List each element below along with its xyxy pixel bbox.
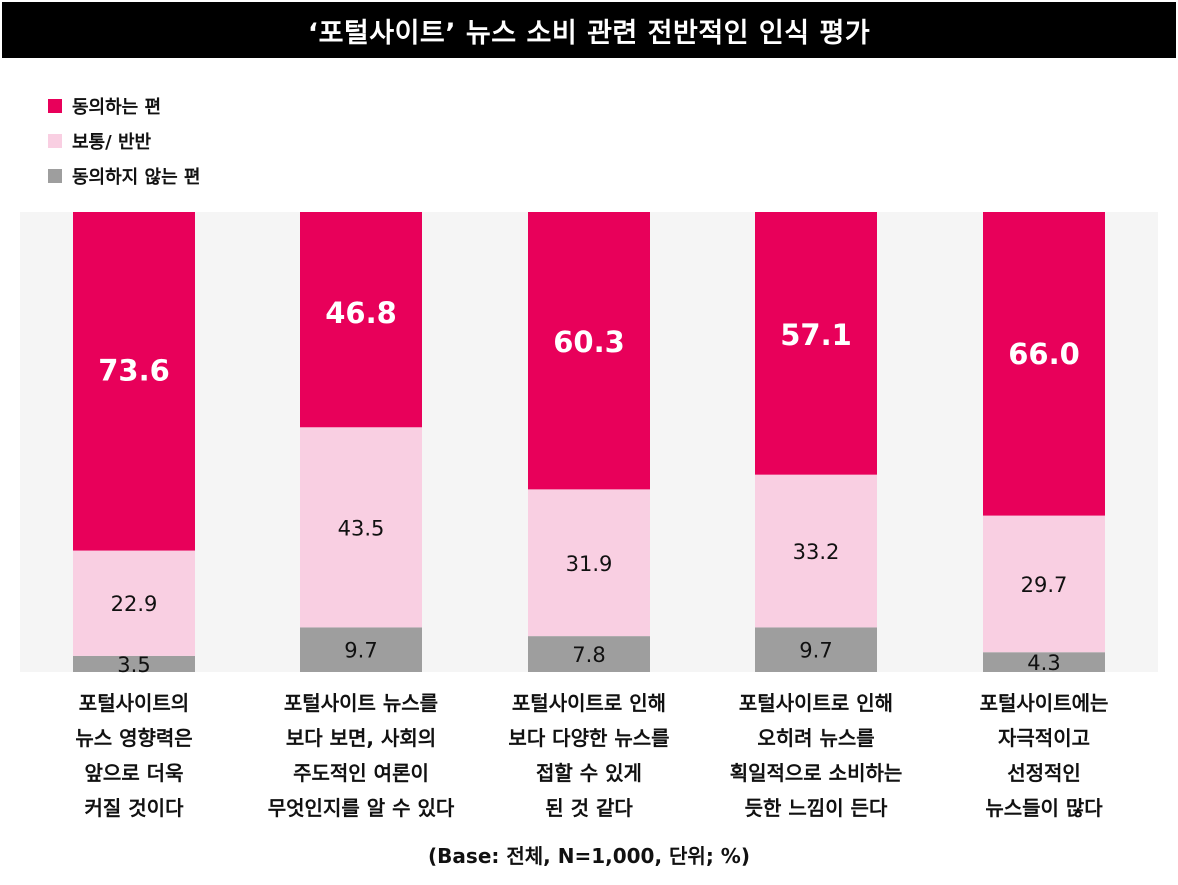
bar-disagree-1 — [73, 655, 195, 672]
bar-neutral-3 — [528, 489, 650, 637]
bar-neutral-4 — [755, 474, 877, 628]
category-label-5: 포털사이트에는 자극적이고 선정적인 뉴스들이 많다 — [979, 691, 1109, 820]
bar-disagree-2 — [300, 627, 422, 672]
legend-item-disagree: 동의하지 않는 편 — [48, 158, 200, 193]
category-label-4: 포털사이트로 인해 오히려 뉴스를 획일적으로 소비하는 듯한 느낌이 든다 — [729, 691, 903, 820]
chart-title: ‘포털사이트’ 뉴스 소비 관련 전반적인 인식 평가 — [2, 2, 1176, 58]
data-label-neutral-4: 33.2 — [793, 540, 840, 564]
legend-label-disagree: 동의하지 않는 편 — [72, 166, 201, 188]
bar-agree-1 — [73, 212, 195, 551]
data-label-neutral-5: 29.7 — [1021, 573, 1068, 597]
bar-agree-3 — [528, 212, 650, 490]
legend-item-neutral: 보통/ 반반 — [48, 123, 200, 158]
legend-swatch-agree — [48, 98, 62, 113]
data-label-disagree-1: 3.5 — [117, 653, 150, 677]
legend: 동의하는 편 보통/ 반반 동의하지 않는 편 — [48, 88, 200, 193]
bar-agree-2 — [300, 212, 422, 428]
data-label-disagree-3: 7.8 — [572, 643, 605, 667]
data-label-agree-1: 73.6 — [98, 353, 170, 387]
legend-swatch-neutral — [48, 133, 62, 148]
category-label-3: 포털사이트로 인해 보다 다양한 뉴스를 접할 수 있게 된 것 같다 — [508, 691, 670, 820]
bar-disagree-3 — [528, 636, 650, 672]
bar-agree-4 — [755, 212, 877, 475]
data-label-agree-5: 66.0 — [1008, 337, 1080, 371]
bar-disagree-4 — [755, 627, 877, 672]
data-label-disagree-5: 4.3 — [1027, 651, 1060, 675]
data-label-neutral-3: 31.9 — [566, 552, 613, 576]
bar-neutral-1 — [73, 550, 195, 656]
bar-neutral-2 — [300, 427, 422, 628]
data-label-disagree-2: 9.7 — [344, 639, 377, 663]
base-note: (Base: 전체, N=1,000, 단위; %) — [428, 844, 750, 868]
bar-disagree-5 — [983, 652, 1105, 672]
bar-agree-5 — [983, 212, 1105, 516]
legend-label-neutral: 보통/ 반반 — [72, 131, 152, 153]
legend-label-agree: 동의하는 편 — [72, 96, 162, 118]
legend-item-agree: 동의하는 편 — [48, 88, 200, 123]
bar-neutral-5 — [983, 515, 1105, 653]
data-label-agree-3: 60.3 — [553, 325, 625, 359]
category-label-2: 포털사이트 뉴스를 보다 보면, 사회의 주도적인 여론이 무엇인지를 알 수 … — [267, 691, 455, 820]
legend-swatch-disagree — [48, 168, 62, 183]
category-label-1: 포털사이트의 뉴스 영향력은 앞으로 더욱 커질 것이다 — [75, 691, 193, 820]
data-label-neutral-1: 22.9 — [111, 592, 158, 616]
data-label-neutral-2: 43.5 — [338, 516, 385, 540]
data-label-disagree-4: 9.7 — [799, 639, 832, 663]
data-label-agree-2: 46.8 — [325, 296, 397, 330]
data-label-agree-4: 57.1 — [780, 318, 852, 352]
